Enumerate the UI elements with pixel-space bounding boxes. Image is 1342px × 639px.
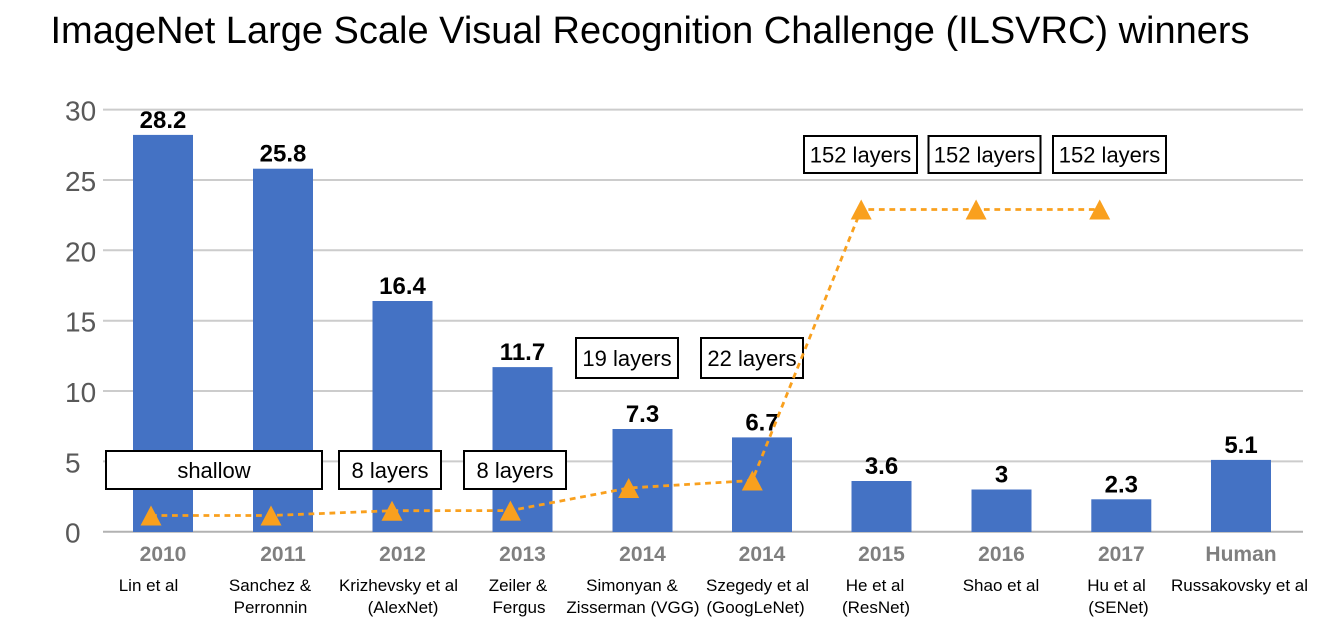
svg-text:Szegedy et al: Szegedy et al	[706, 576, 809, 595]
svg-text:(SENet): (SENet)	[1088, 598, 1148, 617]
svg-text:16.4: 16.4	[379, 273, 426, 300]
svg-text:Perronnin: Perronnin	[234, 598, 308, 617]
svg-text:3: 3	[995, 462, 1008, 489]
svg-text:152 layers: 152 layers	[1059, 143, 1161, 168]
svg-text:20: 20	[65, 236, 96, 267]
svg-text:Sanchez &: Sanchez &	[229, 576, 312, 595]
svg-text:(AlexNet): (AlexNet)	[368, 598, 439, 617]
svg-text:He et al: He et al	[846, 576, 905, 595]
svg-text:28.2: 28.2	[140, 107, 187, 134]
svg-text:Shao et al: Shao et al	[963, 576, 1040, 595]
svg-text:8 layers: 8 layers	[351, 458, 428, 483]
svg-text:30: 30	[65, 96, 96, 127]
svg-text:Zisserman (VGG): Zisserman (VGG)	[566, 598, 699, 617]
svg-text:Simonyan &: Simonyan &	[586, 576, 678, 595]
svg-text:10: 10	[65, 377, 96, 408]
svg-text:Zeiler &: Zeiler &	[489, 576, 548, 595]
svg-text:25.8: 25.8	[260, 141, 307, 168]
svg-text:2014: 2014	[739, 543, 786, 566]
svg-text:Fergus: Fergus	[493, 598, 546, 617]
svg-text:3.6: 3.6	[865, 453, 898, 480]
svg-text:5.1: 5.1	[1224, 432, 1257, 459]
svg-text:(GoogLeNet): (GoogLeNet)	[706, 598, 804, 617]
svg-text:Lin et al: Lin et al	[119, 576, 179, 595]
svg-text:Krizhevsky et al: Krizhevsky et al	[339, 576, 458, 595]
svg-text:Russakovsky et al: Russakovsky et al	[1171, 576, 1308, 595]
svg-text:2.3: 2.3	[1105, 471, 1138, 498]
svg-text:7.3: 7.3	[626, 401, 659, 428]
svg-text:22 layers: 22 layers	[707, 346, 796, 371]
svg-text:0: 0	[65, 518, 81, 549]
svg-text:5: 5	[65, 447, 81, 478]
svg-text:Hu et al: Hu et al	[1087, 576, 1146, 595]
svg-text:2012: 2012	[379, 543, 426, 566]
svg-text:6.7: 6.7	[745, 409, 778, 436]
svg-text:2013: 2013	[499, 543, 546, 566]
svg-text:2011: 2011	[260, 543, 306, 566]
svg-text:(ResNet): (ResNet)	[842, 598, 910, 617]
svg-text:Human: Human	[1205, 543, 1276, 566]
svg-text:2017: 2017	[1098, 543, 1145, 566]
svg-text:2010: 2010	[140, 543, 187, 566]
svg-text:8 layers: 8 layers	[476, 458, 553, 483]
svg-text:19 layers: 19 layers	[582, 346, 671, 371]
svg-text:152 layers: 152 layers	[810, 143, 912, 168]
svg-text:2014: 2014	[619, 543, 666, 566]
svg-text:152 layers: 152 layers	[934, 143, 1036, 168]
svg-text:2016: 2016	[978, 543, 1025, 566]
svg-text:15: 15	[65, 307, 96, 338]
svg-text:11.7: 11.7	[500, 339, 545, 366]
svg-text:25: 25	[65, 166, 96, 197]
svg-text:shallow: shallow	[177, 458, 250, 483]
svg-text:2015: 2015	[858, 543, 905, 566]
